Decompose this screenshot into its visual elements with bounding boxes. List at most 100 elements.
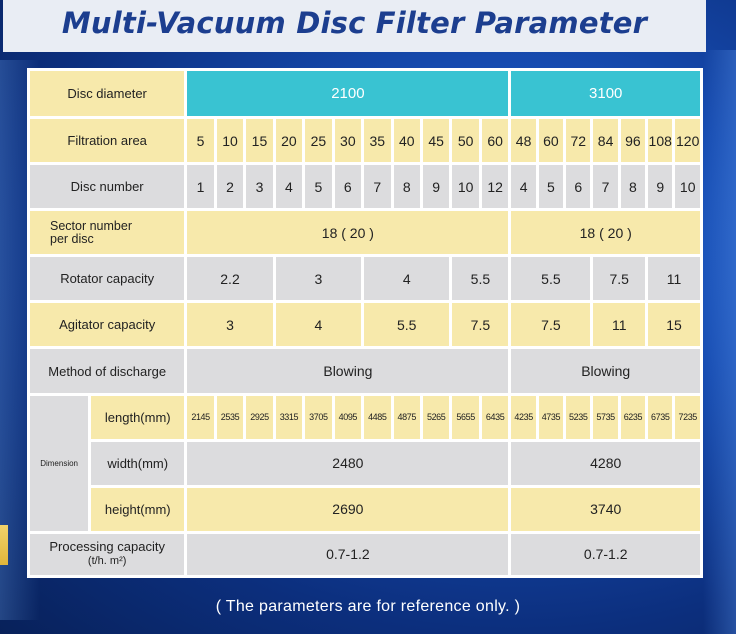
disc-number-value: 6 [334, 165, 362, 209]
length-value: 6735 [648, 395, 673, 439]
row-sector-number: Sector number per disc 18 ( 20 ) 18 ( 20 … [30, 211, 700, 255]
method-of-discharge-2100: Blowing [187, 349, 509, 393]
rotator-capacity-value: 4 [364, 257, 450, 301]
filtration-area-value: 60 [538, 119, 564, 163]
length-value: 4235 [511, 395, 536, 439]
width-2100: 2480 [187, 441, 509, 485]
agitator-capacity-value: 7.5 [452, 303, 509, 347]
length-value: 6435 [481, 395, 509, 439]
row-disc-number: Disc number 1 2 3 4 5 6 7 8 9 10 12 4 5 … [30, 165, 700, 209]
rotator-capacity-label: Rotator capacity [30, 257, 185, 301]
length-value: 5735 [593, 395, 618, 439]
disc-number-value: 10 [675, 165, 700, 209]
disc-number-value: 9 [648, 165, 673, 209]
row-agitator-capacity: Agitator capacity 3 4 5.5 7.5 7.5 11 15 [30, 303, 700, 347]
disc-number-value: 5 [305, 165, 332, 209]
row-dimension-width: width(mm) 2480 4280 [30, 441, 700, 485]
length-value: 5235 [566, 395, 591, 439]
length-value: 5265 [422, 395, 450, 439]
length-value: 4485 [364, 395, 391, 439]
length-value: 5655 [452, 395, 479, 439]
filtration-area-value: 5 [187, 119, 214, 163]
height-2100: 2690 [187, 487, 509, 531]
rotator-capacity-value: 2.2 [187, 257, 273, 301]
height-label: height(mm) [91, 487, 185, 531]
length-value: 4735 [538, 395, 564, 439]
row-filtration-area: Filtration area 5 10 15 20 25 30 35 40 4… [30, 119, 700, 163]
agitator-capacity-value: 3 [187, 303, 273, 347]
sector-number-label-line2: per disc [50, 231, 94, 246]
filtration-area-value: 84 [593, 119, 618, 163]
disc-number-value: 1 [187, 165, 214, 209]
processing-capacity-label-line1: Processing capacity [49, 539, 165, 555]
length-value: 4875 [393, 395, 420, 439]
width-label: width(mm) [91, 441, 185, 485]
disc-diameter-label: Disc diameter [30, 71, 185, 117]
filtration-area-value: 60 [481, 119, 509, 163]
disc-number-value: 6 [566, 165, 591, 209]
row-method-of-discharge: Method of discharge Blowing Blowing [30, 349, 700, 393]
dimension-label: Dimension [30, 395, 89, 531]
row-processing-capacity: Processing capacity (t/h. m²) 0.7-1.2 0.7… [30, 533, 700, 575]
title-bar: Multi-Vacuum Disc Filter Parameter [3, 0, 706, 52]
reference-note: ( The parameters are for reference only.… [215, 598, 521, 615]
filtration-area-value: 30 [334, 119, 362, 163]
length-value: 2925 [246, 395, 273, 439]
length-value: 4095 [334, 395, 362, 439]
length-label: length(mm) [91, 395, 185, 439]
disc-number-value: 8 [620, 165, 646, 209]
disc-number-value: 2 [216, 165, 244, 209]
disc-number-value: 10 [452, 165, 479, 209]
row-dimension-length: Dimension length(mm) 2145 2535 2925 3315… [30, 395, 700, 531]
disc-number-value: 5 [538, 165, 564, 209]
processing-capacity-label: Processing capacity (t/h. m²) [30, 533, 185, 575]
disc-diameter-2100: 2100 [187, 71, 509, 117]
width-3100: 4280 [511, 441, 700, 485]
disc-number-value: 4 [275, 165, 303, 209]
processing-capacity-3100: 0.7-1.2 [511, 533, 700, 575]
filtration-area-value: 96 [620, 119, 646, 163]
agitator-capacity-label: Agitator capacity [30, 303, 185, 347]
method-of-discharge-label: Method of discharge [30, 349, 185, 393]
filtration-area-value: 35 [364, 119, 391, 163]
disc-number-value: 12 [481, 165, 509, 209]
filtration-area-value: 120 [675, 119, 700, 163]
row-disc-diameter: Disc diameter 2100 3100 [30, 71, 700, 117]
filtration-area-value: 20 [275, 119, 303, 163]
disc-number-label: Disc number [30, 165, 185, 209]
height-3100: 3740 [511, 487, 700, 531]
disc-number-value: 9 [422, 165, 450, 209]
disc-number-value: 4 [511, 165, 536, 209]
disc-number-value: 7 [364, 165, 391, 209]
sector-number-label: Sector number per disc [30, 211, 185, 255]
length-value: 7235 [675, 395, 700, 439]
parameter-table: Disc diameter 2100 3100 Filtration area … [27, 68, 703, 578]
length-value: 3705 [305, 395, 332, 439]
sector-number-3100: 18 ( 20 ) [511, 211, 700, 255]
length-value: 6235 [620, 395, 646, 439]
yellow-edge-tab [0, 525, 8, 565]
length-value: 2535 [216, 395, 244, 439]
rotator-capacity-value: 3 [275, 257, 362, 301]
filtration-area-value: 10 [216, 119, 244, 163]
rotator-capacity-value: 11 [648, 257, 700, 301]
rotator-capacity-value: 5.5 [452, 257, 509, 301]
filtration-area-value: 25 [305, 119, 332, 163]
processing-capacity-label-unit: (t/h. m²) [87, 555, 127, 568]
agitator-capacity-value: 5.5 [364, 303, 450, 347]
row-rotator-capacity: Rotator capacity 2.2 3 4 5.5 5.5 7.5 11 [30, 257, 700, 301]
filtration-area-label: Filtration area [30, 119, 185, 163]
length-value: 3315 [275, 395, 303, 439]
sector-number-2100: 18 ( 20 ) [187, 211, 509, 255]
filtration-area-value: 40 [393, 119, 420, 163]
sector-number-label-line1: Sector number [50, 218, 132, 233]
disc-diameter-3100: 3100 [511, 71, 700, 117]
filtration-area-value: 108 [648, 119, 673, 163]
agitator-capacity-value: 15 [648, 303, 700, 347]
right-light-streak [703, 50, 736, 634]
filtration-area-value: 48 [511, 119, 536, 163]
disc-number-value: 7 [593, 165, 618, 209]
filtration-area-value: 50 [452, 119, 479, 163]
rotator-capacity-value: 5.5 [511, 257, 591, 301]
length-value: 2145 [187, 395, 214, 439]
